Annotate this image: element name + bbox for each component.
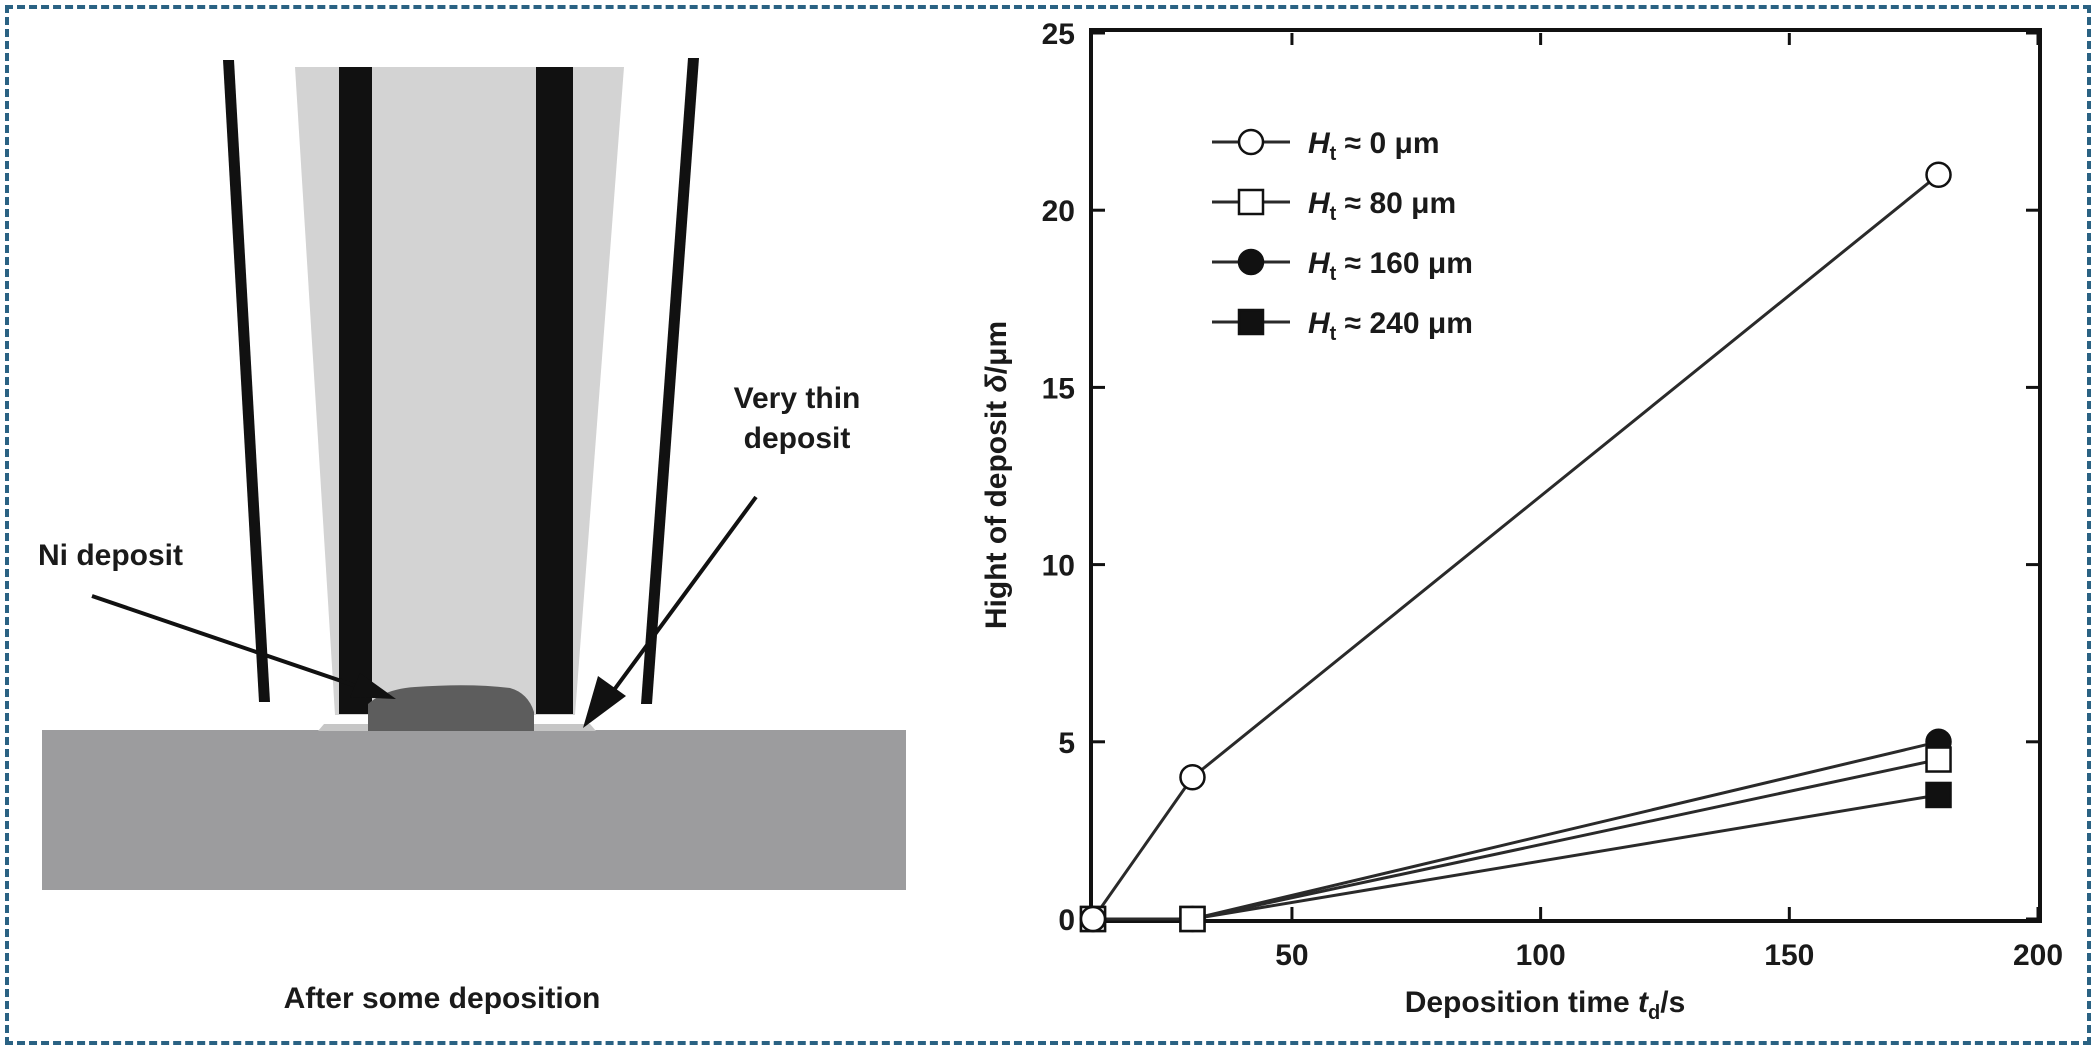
right-inner-electrode [536, 67, 573, 714]
x-tick-label-50: 50 [1275, 939, 1308, 972]
series-line-h-t-160-m [1093, 740, 1939, 921]
data-point-h-t-240-m-2 [1925, 781, 1952, 809]
legend-marker-h-t-160-m [1237, 248, 1265, 276]
legend-marker-h-t-0-m [1237, 128, 1265, 156]
plot-area-frame [1089, 28, 2042, 923]
legend-marker-h-t-80-m [1237, 188, 1265, 216]
legend-label-h-t-240-m: Ht ≈ 240 μm [1308, 307, 1473, 345]
deposit-height-chart: 50 100 150 200 0 5 10 15 20 25 Ht ≈ 0 μm Ht ≈ 80 μ… [980, 18, 2063, 1024]
deposition-schematic: Ni deposit Very thin deposit After some … [38, 58, 906, 1015]
y-tick-label-0: 0 [1058, 904, 1075, 937]
legend-marker-h-t-240-m [1237, 308, 1265, 336]
y-tick-label-25: 25 [1042, 18, 1075, 51]
chart-series-lines [1091, 173, 1940, 921]
ni-deposit-arrowhead [350, 673, 396, 699]
left-outer-wall [223, 60, 270, 702]
legend-label-h-t-0-m: Ht ≈ 0 μm [1308, 127, 1440, 165]
x-tick-label-150: 150 [1764, 939, 1814, 972]
series-line-h-t-80-m [1093, 758, 1939, 921]
y-tick-label-15: 15 [1042, 372, 1075, 405]
y-tick-label-10: 10 [1042, 550, 1075, 583]
y-tick-label-20: 20 [1042, 195, 1075, 228]
data-point-h-t-0-m-2 [1925, 161, 1952, 189]
x-tick-label-200: 200 [2013, 939, 2063, 972]
ni-deposit [368, 685, 534, 731]
series-line-h-t-240-m [1093, 793, 1939, 921]
chart-legend: Ht ≈ 0 μm Ht ≈ 80 μm Ht ≈ 160 μm Ht ≈ 240 μ… [1212, 127, 1473, 345]
x-tick-label-100: 100 [1516, 939, 1566, 972]
legend-label-h-t-160-m: Ht ≈ 160 μm [1308, 247, 1473, 285]
data-point-h-t-80-m-2 [1925, 746, 1952, 773]
thin-deposit-label-line1: Very thin [734, 382, 861, 415]
thin-deposit-arrowhead [583, 676, 626, 728]
right-outer-wall [641, 58, 699, 704]
series-line-h-t-0-m [1091, 173, 1940, 920]
x-axis-label: Deposition time td/s [1405, 986, 1686, 1024]
thin-deposit-label-line2: deposit [744, 422, 851, 455]
ni-deposit-leader [91, 594, 357, 688]
data-point-h-t-80-m-1 [1179, 905, 1206, 933]
data-point-h-t-0-m-1 [1179, 763, 1206, 791]
y-axis-label: Hight of deposit δ/μm [980, 321, 1013, 629]
ni-deposit-label: Ni deposit [38, 539, 183, 572]
left-inner-electrode [339, 67, 372, 714]
chart-series-markers [1079, 161, 1952, 933]
y-tick-label-5: 5 [1058, 727, 1075, 760]
diagram-caption: After some deposition [284, 982, 601, 1015]
data-point-h-t-0-m-0 [1079, 905, 1107, 933]
substrate [42, 730, 906, 890]
thin-deposit-leader [612, 495, 758, 692]
chart-axes: 50 100 150 200 0 5 10 15 20 25 [1042, 18, 2063, 972]
figure-frame [5, 5, 2091, 1045]
legend-label-h-t-80-m: Ht ≈ 80 μm [1308, 187, 1456, 225]
